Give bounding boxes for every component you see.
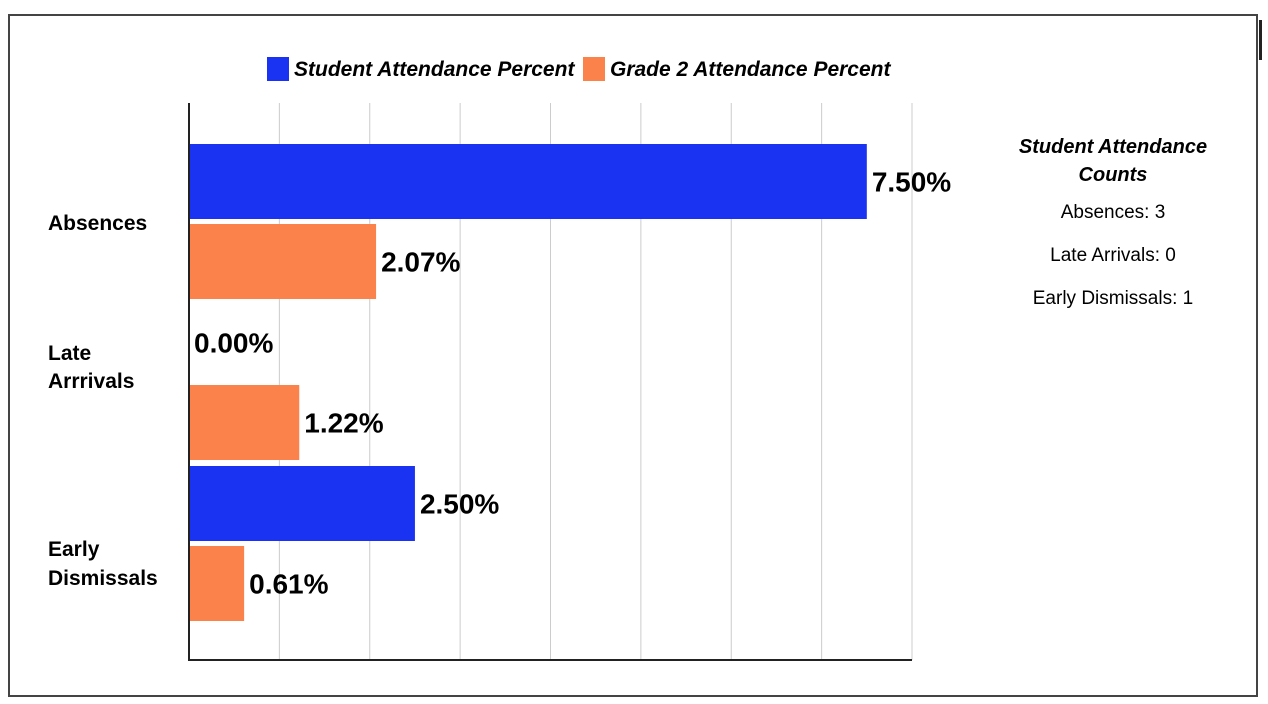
late-arrivals-count: Late Arrivals: 0 (1050, 245, 1176, 266)
category-labels: Absences Late Arrrivals Early Dismissals (48, 212, 158, 590)
data-labels: 7.50% 0.00% 2.50% 2.07% 1.22% 0.61% (194, 167, 951, 600)
value-label-series2-3: 0.61% (249, 569, 328, 600)
value-label-series1-2: 0.00% (194, 328, 273, 359)
legend-label-2: Grade 2 Attendance Percent (610, 58, 891, 81)
bar-series1-3 (189, 466, 415, 541)
value-label-series1-1: 7.50% (872, 167, 951, 198)
category-label-3-line-1: Early (48, 538, 100, 561)
chart-frame (8, 14, 1258, 697)
category-label-1-line-1: Absences (48, 212, 147, 235)
bars (189, 144, 867, 621)
value-label-series1-3: 2.50% (420, 489, 499, 520)
value-label-series2-1: 2.07% (381, 247, 460, 278)
counts-title: Student Attendance Counts (1000, 133, 1226, 189)
category-label-2-line-1: Late (48, 342, 91, 365)
gridlines (278, 103, 913, 660)
window-edge-mark (1259, 20, 1262, 60)
bar-series2-3 (189, 546, 245, 621)
category-label-2-line-2: Arrrivals (48, 370, 134, 393)
legend: Student Attendance Percent Grade 2 Attend… (267, 57, 891, 81)
legend-label-1: Student Attendance Percent (294, 58, 575, 81)
attendance-counts-panel: Student Attendance Counts Absences: 3 La… (1000, 133, 1226, 331)
absences-count: Absences: 3 (1060, 202, 1166, 223)
bar-series2-1 (189, 224, 377, 299)
counts-title-line1: Student Attendance (1018, 136, 1208, 158)
early-dismissals-count: Early Dismissals: 1 (1032, 288, 1194, 309)
value-label-series2-2: 1.22% (304, 408, 383, 439)
legend-swatch-2 (583, 57, 605, 81)
bar-series2-2 (189, 385, 300, 460)
legend-swatch-1 (267, 57, 289, 81)
axes (188, 103, 912, 661)
bar-series1-1 (189, 144, 867, 219)
counts-title-line2: Counts (1078, 164, 1148, 186)
category-label-3-line-2: Dismissals (48, 567, 158, 590)
